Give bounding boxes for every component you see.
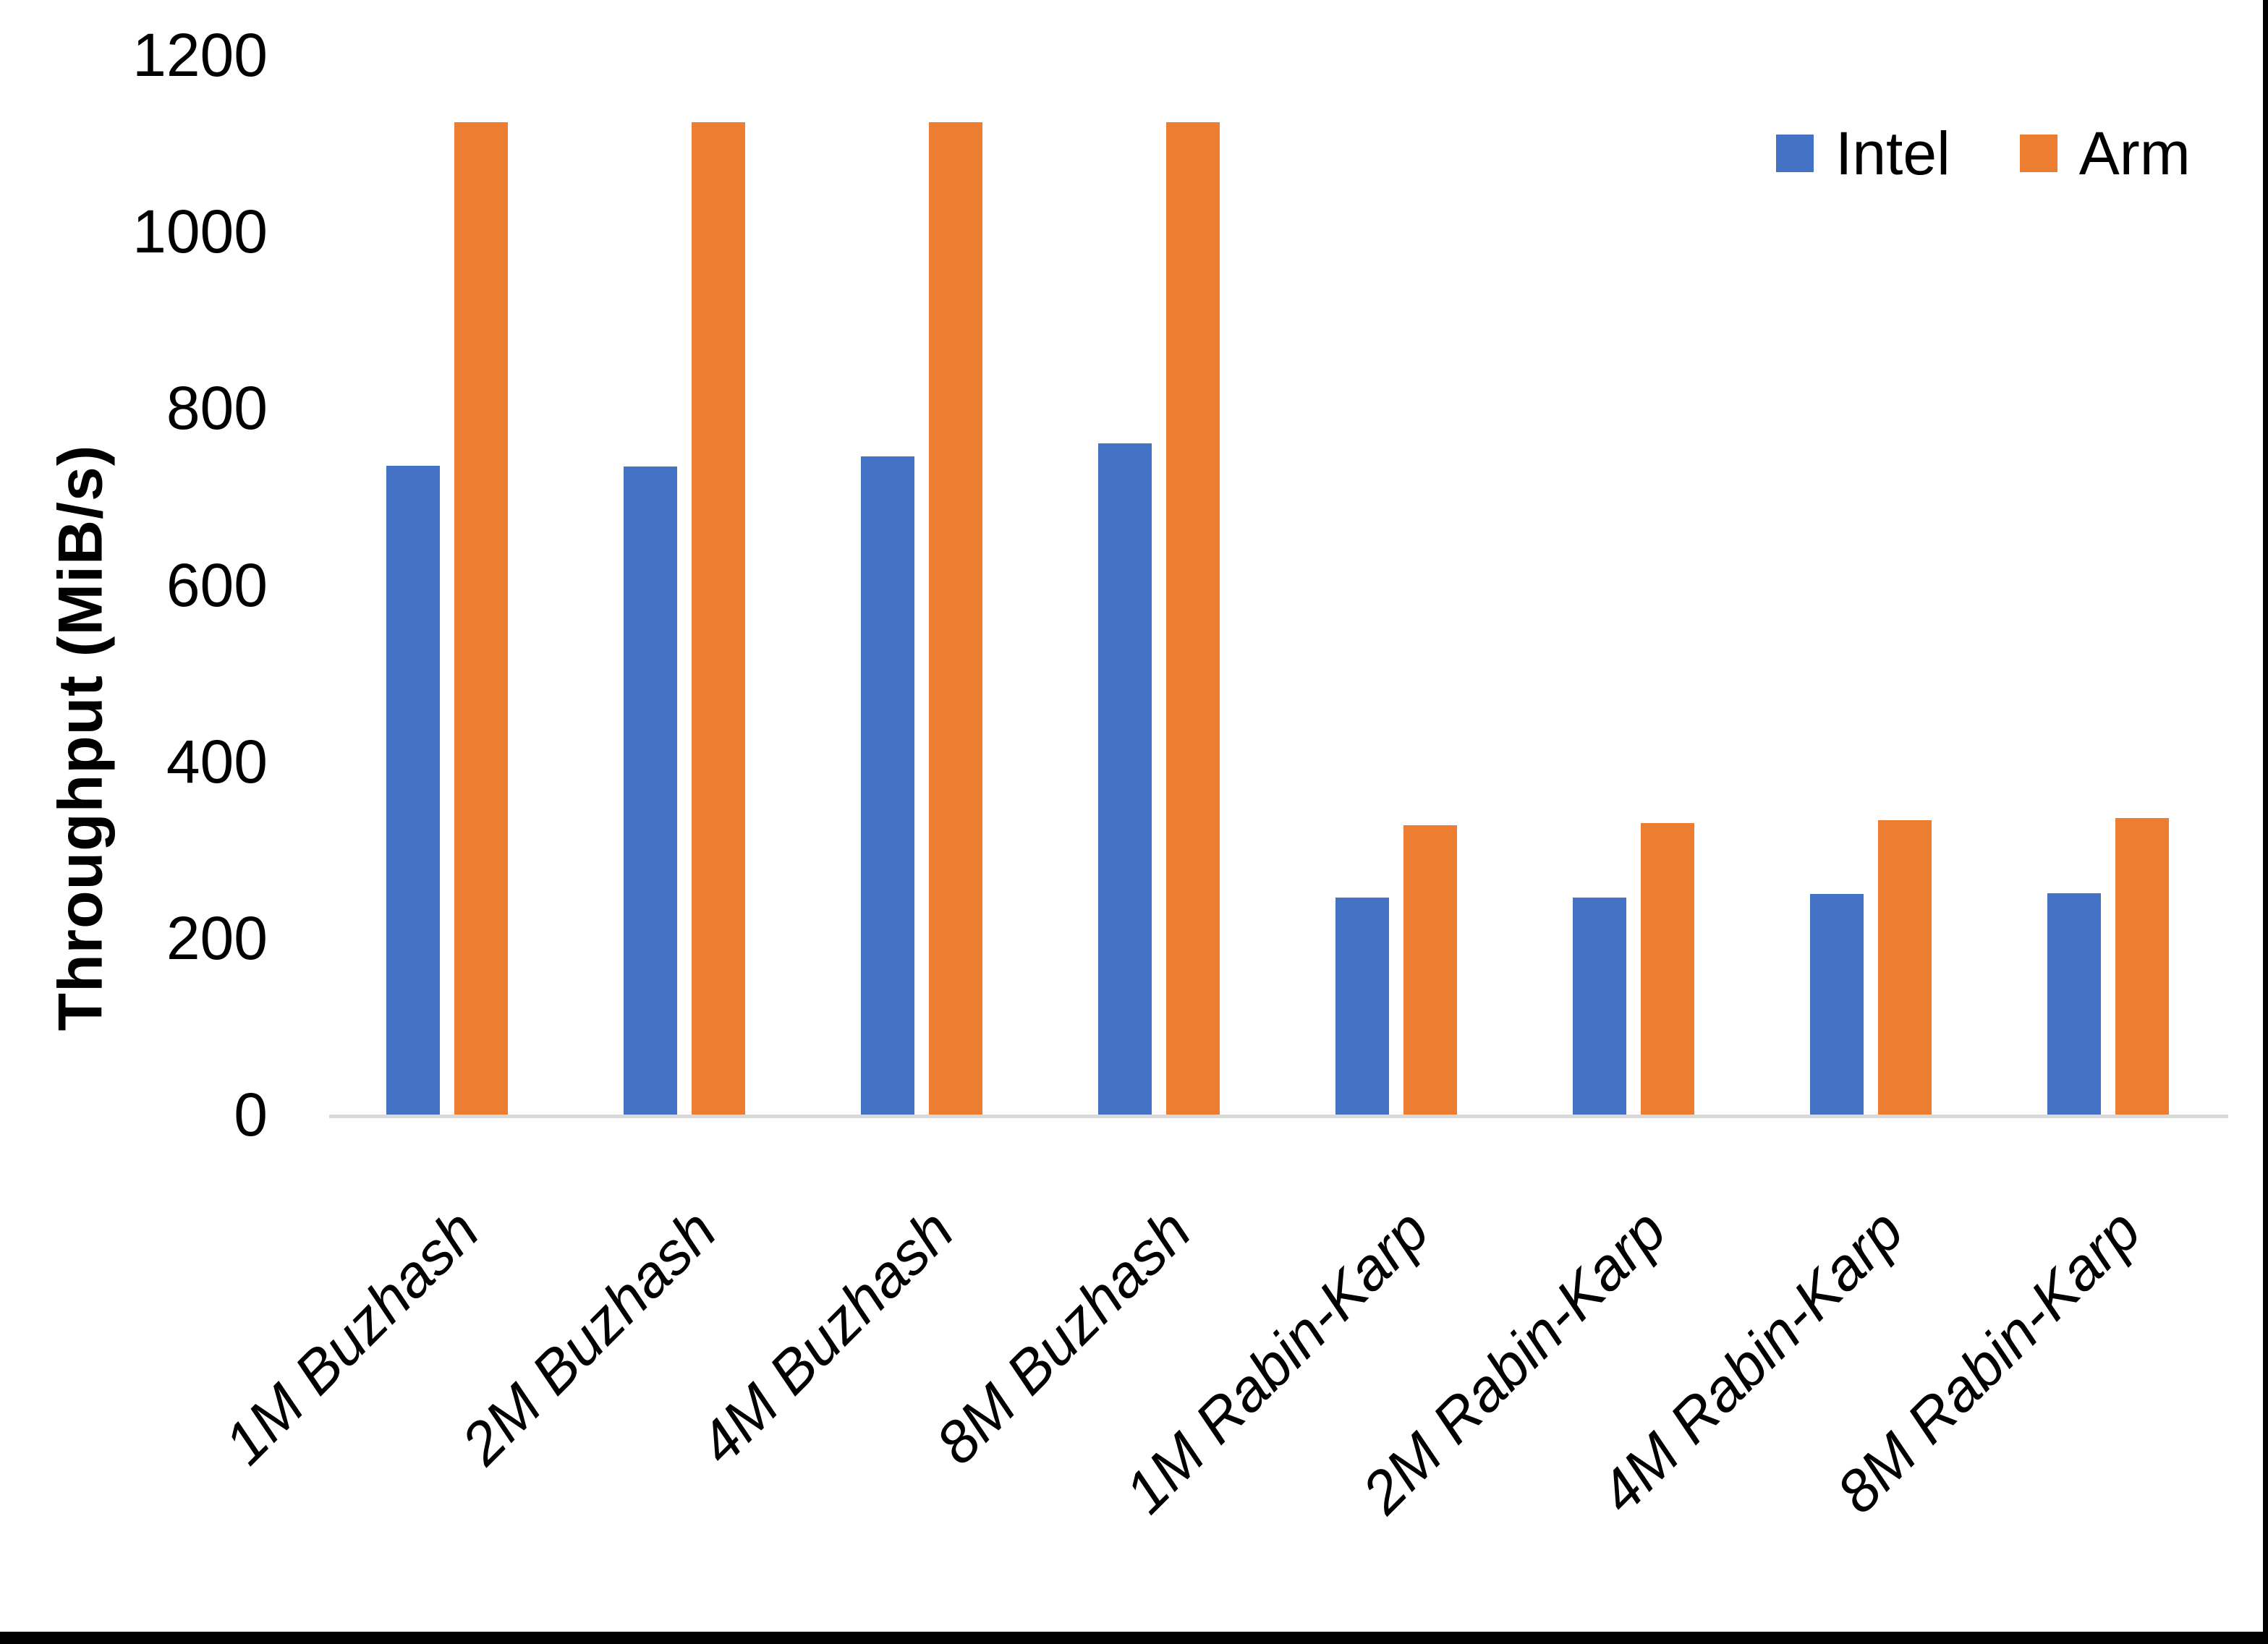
bar-intel-8m-rabin-karp [2047, 893, 2101, 1115]
y-tick-label-800: 800 [166, 374, 268, 443]
chart-legend: Intel Arm [1776, 123, 2191, 184]
bar-arm-8m-rabin-karp [2115, 817, 2169, 1115]
legend-swatch-intel [1776, 135, 1814, 172]
x-category-label-4m-buzhash: 4M Buzhash [687, 1197, 967, 1478]
window-edge-bottom [0, 1632, 2268, 1644]
legend-label-arm: Arm [2078, 119, 2191, 187]
bar-arm-4m-buzhash [929, 122, 982, 1115]
legend-swatch-arm [2019, 135, 2057, 172]
bar-intel-4m-buzhash [861, 456, 914, 1115]
bar-intel-2m-buzhash [624, 466, 677, 1115]
x-axis-line [329, 1115, 2228, 1118]
bar-arm-2m-rabin-karp [1641, 823, 1694, 1115]
x-category-label-2m-buzhash: 2M Buzhash [449, 1197, 729, 1478]
y-tick-label-1000: 1000 [132, 197, 268, 266]
y-tick-label-200: 200 [166, 903, 268, 972]
bar-arm-2m-buzhash [692, 122, 745, 1115]
bar-intel-2m-rabin-karp [1573, 897, 1626, 1115]
window-edge-right [2263, 0, 2268, 1644]
bar-intel-1m-buzhash [386, 465, 440, 1115]
bar-intel-1m-rabin-karp [1335, 897, 1389, 1115]
y-tick-label-400: 400 [166, 727, 268, 796]
bar-arm-4m-rabin-karp [1878, 820, 1932, 1115]
legend-label-intel: Intel [1835, 119, 1950, 187]
bar-intel-8m-buzhash [1098, 443, 1152, 1115]
y-tick-label-0: 0 [234, 1081, 268, 1149]
x-category-label-1m-buzhash: 1M Buzhash [212, 1197, 492, 1478]
y-tick-label-600: 600 [166, 550, 268, 619]
bar-arm-1m-rabin-karp [1403, 825, 1457, 1115]
bar-intel-4m-rabin-karp [1810, 893, 1864, 1115]
bar-arm-8m-buzhash [1166, 122, 1220, 1115]
y-tick-label-1200: 1200 [132, 21, 268, 89]
legend-item-arm: Arm [2019, 119, 2191, 187]
bar-arm-1m-buzhash [454, 122, 508, 1115]
legend-item-intel: Intel [1776, 123, 1950, 184]
